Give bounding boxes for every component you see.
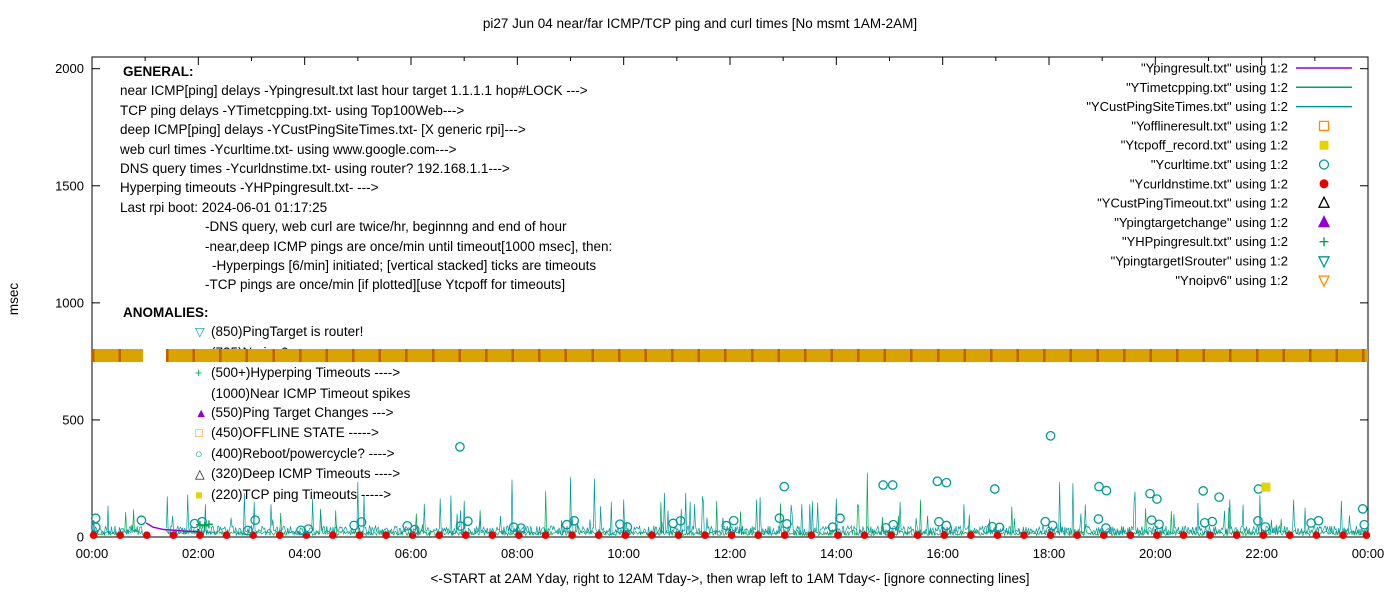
x-axis-label: <-START at 2AM Yday, right to 12AM Tday-… [430,571,1030,586]
y-tick-label: 1500 [55,178,84,193]
anomaly-text: (500+)Hyperping Timeouts ----> [211,365,401,381]
x-tick-label: 16:00 [926,546,959,561]
triangle-up-filled-icon: ▲ [195,406,208,421]
general-line: -Hyperpings [6/min] initiated; [vertical… [212,258,597,274]
legend-item: "Ycurldnstime.txt" using 1:2 [1130,176,1329,191]
square-filled-icon: ■ [195,487,203,502]
y-tick-label: 1000 [55,295,84,310]
y-tick-label: 2000 [55,61,84,76]
legend: "Ypingresult.txt" using 1:2 "YTimetcpping… [1086,61,1352,288]
anomaly-items: ▽(850)PingTarget is router!▽(735)No ipv6… [123,322,410,505]
triangle-up-open-icon: △ [195,467,205,482]
series-ytcpoff [1261,482,1271,492]
chart-title: pi27 Jun 04 near/far ICMP/TCP ping and c… [482,16,918,31]
legend-item: "YCustPingSiteTimes.txt" using 1:2 [1086,99,1352,114]
x-tick-label: 00:00 [1352,546,1385,561]
triangle-down-open-icon: ▽ [195,325,205,340]
series-yhppingresult [195,520,213,530]
anomaly-item: + (500+)Hyperping Timeouts ----> [195,363,410,383]
general-block: GENERAL: near ICMP[ping] delays -Ypingre… [120,62,612,295]
general-line: DNS query times -Ycurldnstime.txt- using… [120,161,510,177]
legend-label: "Yofflineresult.txt" using 1:2 [1131,118,1288,133]
legend-label: "YpingtargetISrouter" using 1:2 [1111,254,1288,269]
legend-label: "Ycurldnstime.txt" using 1:2 [1130,176,1288,191]
legend-label: "YTimetcpping.txt" using 1:2 [1126,80,1288,95]
general-line: TCP ping delays -YTimetcpping.txt- using… [120,102,465,118]
noipv6-band [166,349,1368,363]
general-heading: GENERAL: [123,64,194,79]
legend-label: "Ycurltime.txt" using 1:2 [1151,157,1288,172]
anomaly-text: (1000)Near ICMP Timeout spikes [211,385,411,401]
y-tick-label: 0 [77,530,84,545]
legend-item: "Ycurltime.txt" using 1:2 [1151,157,1330,172]
general-lines: near ICMP[ping] delays -Ypingresult.txt … [120,81,612,294]
general-line: Last rpi boot: 2024-06-01 01:17:25 [120,199,328,215]
x-tick-label: 08:00 [501,546,534,561]
anomaly-text: (320)Deep ICMP Timeouts ----> [211,466,401,482]
general-line: web curl times -Ycurltime.txt- using www… [120,141,457,157]
x-tick-label: 02:00 [182,546,215,561]
anomaly-text: (220)TCP ping Timeouts -----> [211,486,392,502]
anomaly-item: ■ (220)TCP ping Timeouts -----> [195,485,410,505]
plus-icon: + [195,366,203,381]
legend-item: "Ypingtargetchange" using 1:2 [1114,215,1331,230]
legend-label: "YCustPingTimeout.txt" using 1:2 [1097,196,1288,211]
x-tick-label: 12:00 [714,546,747,561]
anomaly-text: (550)Ping Target Changes ---> [211,405,394,421]
x-tick-label: 00:00 [76,546,109,561]
series-ycurldnstime [89,531,1371,539]
x-tick-label: 18:00 [1033,546,1066,561]
general-line: -TCP pings are once/min [if plotted][use… [205,277,566,293]
legend-label: "Ypingtargetchange" using 1:2 [1114,215,1288,230]
series-ypingresult [145,522,199,533]
anomaly-text: (850)PingTarget is router! [211,324,364,340]
anomaly-text: (400)Reboot/powercycle? ----> [211,445,395,461]
x-tick-label: 04:00 [288,546,321,561]
legend-item: "YHPpingresult.txt" using 1:2 [1122,234,1329,249]
anomaly-item: ○ (400)Reboot/powercycle? ----> [195,444,410,464]
legend-label: "Ytcpoff_record.txt" using 1:2 [1121,138,1288,153]
general-line: Hyperping timeouts -YHPpingresult.txt- -… [120,180,379,196]
circle-open-icon: ○ [195,446,203,461]
x-tick-label: 14:00 [820,546,853,561]
legend-label: "Ynoipv6" using 1:2 [1175,273,1288,288]
x-tick-label: 22:00 [1245,546,1278,561]
legend-item: "YTimetcpping.txt" using 1:2 [1126,80,1352,95]
legend-item: "Ypingresult.txt" using 1:2 [1141,61,1352,76]
legend-item: "Yofflineresult.txt" using 1:2 [1131,118,1330,133]
legend-item: "Ytcpoff_record.txt" using 1:2 [1121,138,1329,153]
x-tick-label: 10:00 [607,546,640,561]
anomaly-item: (1000)Near ICMP Timeout spikes [195,384,410,403]
legend-item: "YCustPingTimeout.txt" using 1:2 [1097,196,1331,211]
y-axis-label: msec [6,282,21,316]
anomaly-item: □ (450)OFFLINE STATE -----> [195,423,410,443]
general-line: deep ICMP[ping] delays -YCustPingSiteTim… [120,122,526,138]
anomalies-heading: ANOMALIES: [123,305,209,320]
series-ycurltime [90,430,1370,536]
anomaly-item: ▽ (850)PingTarget is router! [195,322,410,342]
general-line: near ICMP[ping] delays -Ypingresult.txt … [120,83,588,99]
anomaly-item: △ (320)Deep ICMP Timeouts ----> [195,464,410,484]
legend-item: "Ynoipv6" using 1:2 [1175,273,1331,288]
legend-label: "YHPpingresult.txt" using 1:2 [1122,234,1288,249]
x-tick-label: 20:00 [1139,546,1172,561]
anomaly-text: (450)OFFLINE STATE -----> [211,425,379,441]
anomalies-block: ANOMALIES: ▽ (850)PingTarget is router!▽ (… [123,303,410,505]
anomaly-item: ▲ (550)Ping Target Changes ---> [195,403,410,423]
square-open-icon: □ [195,426,203,441]
y-tick-label: 500 [62,412,84,427]
general-line: -DNS query, web curl are twice/hr, begin… [205,219,567,235]
noipv6-band [92,349,143,363]
legend-item: "YpingtargetISrouter" using 1:2 [1111,254,1331,269]
general-line: -near,deep ICMP pings are once/min until… [205,238,613,254]
legend-label: "Ypingresult.txt" using 1:2 [1141,61,1288,76]
x-tick-label: 06:00 [395,546,428,561]
legend-label: "YCustPingSiteTimes.txt" using 1:2 [1086,99,1288,114]
